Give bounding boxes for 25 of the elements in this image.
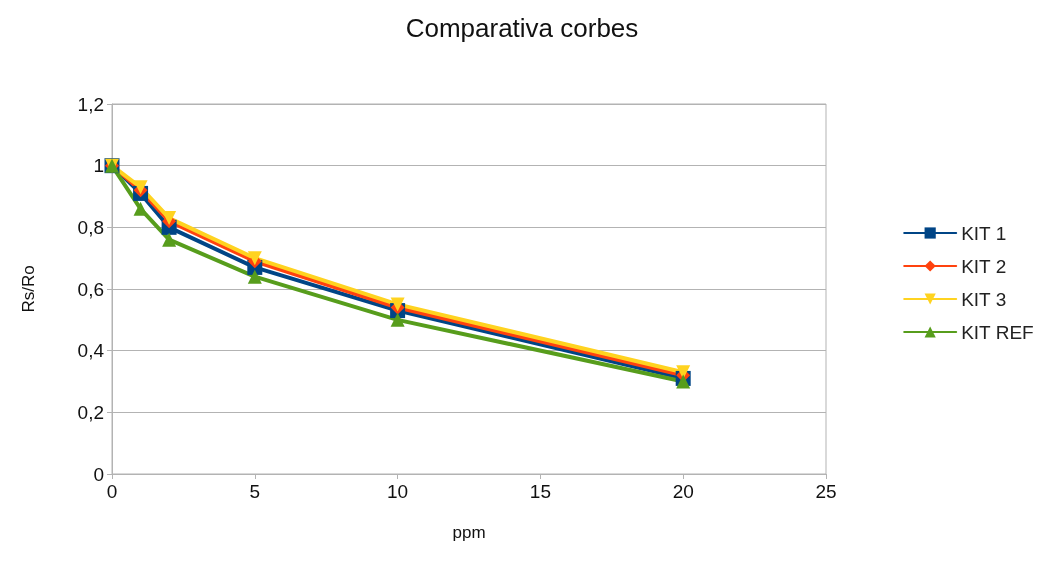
legend-label: KIT 2 bbox=[961, 255, 1007, 277]
legend-label: KIT 1 bbox=[961, 222, 1007, 244]
y-tick-label: 0,6 bbox=[77, 278, 104, 300]
legend-label: KIT REF bbox=[961, 321, 1034, 343]
y-tick-label: 1 bbox=[93, 155, 104, 177]
point bbox=[162, 232, 177, 247]
y-tick-label: 0,4 bbox=[77, 340, 105, 362]
point bbox=[676, 374, 691, 389]
x-tick-label: 5 bbox=[249, 481, 261, 502]
x-tick-label: 25 bbox=[815, 481, 837, 502]
point bbox=[390, 312, 405, 327]
point bbox=[133, 201, 148, 216]
x-tick-label: 15 bbox=[529, 481, 551, 502]
x-axis-title: ppm bbox=[452, 523, 486, 542]
x-tick-label: 0 bbox=[106, 481, 118, 502]
y-tick-label: 0 bbox=[93, 463, 104, 485]
x-tick-label: 10 bbox=[387, 481, 409, 502]
y-tick-label: 0,2 bbox=[77, 401, 104, 423]
y-axis-title: Rs/Ro bbox=[19, 265, 38, 313]
legend-label: KIT 3 bbox=[961, 288, 1007, 310]
y-tick-label: 1,2 bbox=[77, 93, 104, 115]
point bbox=[247, 269, 262, 284]
chart-title: Comparativa corbes bbox=[405, 13, 639, 43]
y-tick-label: 0,8 bbox=[77, 216, 104, 238]
x-tick-label: 20 bbox=[672, 481, 694, 502]
